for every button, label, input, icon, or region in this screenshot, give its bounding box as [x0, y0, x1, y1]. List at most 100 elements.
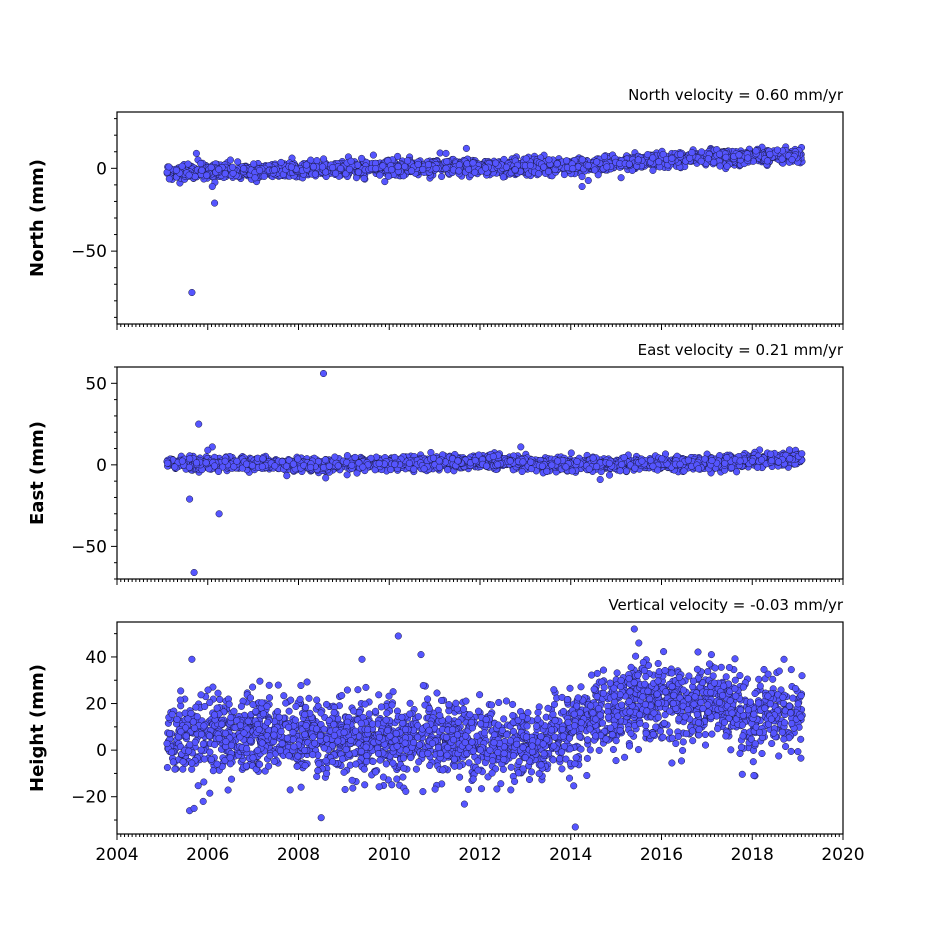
data-point [676, 150, 684, 158]
data-point [278, 458, 286, 466]
outlier-point [226, 156, 234, 164]
data-point [435, 463, 443, 471]
data-point [221, 170, 229, 178]
data-point [774, 458, 783, 466]
data-point [405, 459, 413, 467]
data-point [766, 150, 774, 158]
data-point [511, 166, 519, 174]
data-point [454, 457, 462, 465]
data-point [258, 463, 266, 471]
outlier-point [578, 182, 586, 191]
outlier-point [369, 151, 377, 159]
data-point [270, 166, 278, 174]
axes-frame [116, 111, 844, 325]
outlier-point [195, 420, 203, 428]
data-point [655, 158, 663, 166]
data-point [631, 464, 639, 472]
data-point [388, 166, 396, 174]
data-point [287, 163, 295, 171]
data-point [277, 158, 285, 166]
data-point [343, 471, 351, 479]
data-point [202, 459, 210, 467]
data-point [786, 455, 794, 463]
data-point [540, 163, 548, 171]
data-point [354, 168, 363, 176]
data-point [360, 174, 368, 183]
data-point [214, 467, 223, 476]
data-point [250, 160, 258, 168]
data-point [603, 163, 611, 171]
data-point [605, 471, 614, 479]
x-ticks [116, 324, 844, 330]
data-point [585, 465, 593, 473]
y-tick-label: −50 [71, 242, 107, 262]
data-point [469, 159, 477, 167]
data-point [502, 163, 510, 171]
data-point [553, 160, 561, 168]
data-point [616, 467, 624, 475]
data-point [372, 165, 380, 173]
data-point [185, 171, 193, 179]
data-point [634, 156, 642, 164]
data-point [545, 156, 553, 164]
outlier-point [215, 510, 223, 518]
data-point [248, 462, 256, 470]
outlier-point [192, 149, 200, 157]
data-point [538, 462, 546, 470]
data-point [420, 465, 428, 473]
data-point [482, 164, 490, 172]
data-point [289, 460, 297, 468]
data-point [567, 449, 575, 457]
data-point [165, 163, 173, 171]
data-point [620, 454, 628, 462]
data-point [455, 167, 463, 175]
data-point [704, 155, 712, 163]
data-point [321, 456, 329, 464]
data-point [228, 163, 237, 171]
data-point [343, 452, 351, 460]
data-point [233, 457, 241, 465]
data-point [471, 168, 479, 176]
data-point [410, 465, 418, 473]
x-ticks [116, 579, 844, 585]
data-point [625, 160, 633, 168]
data-point [697, 157, 705, 165]
data-point [584, 162, 592, 170]
data-point [347, 157, 355, 165]
data-point [404, 157, 412, 165]
data-point [563, 157, 571, 165]
data-point [506, 457, 514, 465]
data-point [455, 161, 463, 169]
outlier-point [322, 474, 330, 482]
data-point [320, 155, 328, 163]
data-point [622, 467, 630, 475]
data-point [708, 456, 716, 465]
data-point [178, 457, 186, 465]
data-point [384, 172, 393, 180]
data-point [391, 460, 399, 468]
data-point [593, 158, 601, 166]
data-point [489, 452, 497, 461]
data-point [758, 456, 766, 464]
data-point [600, 152, 608, 161]
data-point [723, 162, 731, 170]
data-point [354, 161, 362, 169]
data-point [568, 467, 576, 475]
data-point [748, 457, 756, 465]
data-point [584, 176, 592, 185]
data-point [242, 460, 251, 468]
data-point [332, 169, 340, 177]
data-point [518, 467, 526, 476]
east-title: East velocity = 0.21 mm/yr [638, 341, 844, 359]
data-point [184, 160, 192, 168]
data-point [193, 459, 201, 467]
data-point [337, 164, 345, 173]
data-point [442, 164, 450, 172]
data-point [618, 460, 626, 469]
data-point [647, 456, 655, 464]
data-point [701, 455, 709, 463]
data-point [798, 450, 806, 458]
data-point [526, 161, 534, 169]
outlier-point [188, 288, 196, 297]
data-point [302, 161, 310, 169]
